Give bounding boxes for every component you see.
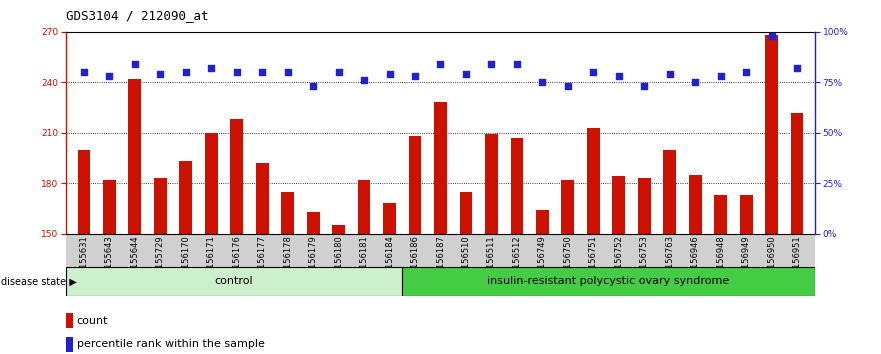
Bar (180, 161, 192, 354)
Text: GSM156177: GSM156177 (258, 235, 267, 286)
Text: GSM155631: GSM155631 (79, 235, 88, 286)
Text: GSM156179: GSM156179 (308, 235, 318, 286)
Bar (383, 203, 396, 354)
Bar (281, 192, 294, 354)
Text: GSM156511: GSM156511 (487, 235, 496, 286)
Text: GSM156181: GSM156181 (359, 235, 368, 286)
Point (153, 72, 167, 77)
Point (536, 79, 550, 85)
Bar (714, 195, 727, 354)
Bar (332, 225, 345, 354)
Text: control: control (215, 276, 253, 286)
Point (611, 73, 626, 79)
Point (714, 73, 728, 79)
Point (765, 33, 779, 39)
Text: GSM156752: GSM156752 (614, 235, 623, 286)
Point (204, 65, 218, 71)
Bar (434, 102, 447, 354)
Point (382, 72, 396, 77)
Bar (66, 313, 73, 328)
Text: GSM156950: GSM156950 (767, 235, 776, 286)
Text: GSM156946: GSM156946 (691, 235, 700, 286)
Bar (358, 180, 370, 354)
Text: GSM156948: GSM156948 (716, 235, 725, 286)
Bar (511, 138, 523, 354)
Point (408, 73, 422, 79)
Text: insulin-resistant polycystic ovary syndrome: insulin-resistant polycystic ovary syndr… (487, 276, 729, 286)
Text: GSM156512: GSM156512 (513, 235, 522, 286)
Bar (689, 175, 701, 354)
Point (790, 65, 804, 71)
Text: GSM156749: GSM156749 (538, 235, 547, 286)
Bar (402, 267, 815, 296)
Bar (485, 135, 498, 354)
Text: GSM156187: GSM156187 (436, 235, 445, 286)
Point (485, 61, 499, 67)
Text: GSM156186: GSM156186 (411, 235, 419, 286)
Point (102, 73, 116, 79)
Bar (230, 119, 243, 354)
Text: GSM155644: GSM155644 (130, 235, 139, 286)
Text: GSM156751: GSM156751 (589, 235, 598, 286)
Bar (536, 210, 549, 354)
Bar (612, 176, 626, 354)
Point (77, 69, 91, 75)
Bar (561, 180, 574, 354)
Text: GSM156180: GSM156180 (334, 235, 343, 286)
Text: GSM156949: GSM156949 (742, 235, 751, 286)
Text: GSM156184: GSM156184 (385, 235, 394, 286)
Bar (638, 178, 651, 354)
Bar (205, 133, 218, 354)
Text: GSM155643: GSM155643 (105, 235, 114, 286)
Bar (66, 267, 402, 296)
Text: percentile rank within the sample: percentile rank within the sample (77, 339, 264, 349)
Text: GSM156178: GSM156178 (283, 235, 292, 286)
Point (255, 69, 270, 75)
Text: GSM156763: GSM156763 (665, 235, 674, 286)
Bar (307, 212, 320, 354)
Bar (791, 113, 803, 354)
Text: GSM156176: GSM156176 (233, 235, 241, 286)
Point (586, 69, 600, 75)
Bar (740, 195, 752, 354)
Text: GSM156510: GSM156510 (462, 235, 470, 286)
Point (306, 84, 320, 89)
Bar (587, 128, 600, 354)
Point (357, 78, 371, 83)
Text: disease state ▶: disease state ▶ (1, 276, 77, 286)
Text: GSM156171: GSM156171 (207, 235, 216, 286)
Point (688, 79, 702, 85)
Bar (409, 136, 421, 354)
Point (433, 61, 448, 67)
Bar (255, 163, 269, 354)
Bar (663, 149, 676, 354)
Point (331, 69, 345, 75)
Text: count: count (77, 316, 108, 326)
Bar (460, 192, 472, 354)
Point (637, 84, 651, 89)
Point (230, 69, 244, 75)
Bar (78, 149, 90, 354)
Point (281, 69, 295, 75)
Text: GSM155729: GSM155729 (156, 235, 165, 286)
Text: GSM156753: GSM156753 (640, 235, 648, 286)
Bar (66, 337, 73, 352)
Bar (129, 79, 141, 354)
Text: GSM156750: GSM156750 (563, 235, 573, 286)
Point (459, 72, 473, 77)
Point (128, 61, 142, 67)
Bar (766, 35, 778, 354)
Point (739, 69, 753, 75)
Bar (154, 178, 167, 354)
Point (663, 72, 677, 77)
Point (510, 61, 524, 67)
Point (561, 84, 575, 89)
Text: GSM156951: GSM156951 (793, 235, 802, 286)
Bar (103, 180, 115, 354)
Point (179, 69, 193, 75)
Text: GSM156170: GSM156170 (181, 235, 190, 286)
Text: GDS3104 / 212090_at: GDS3104 / 212090_at (66, 9, 209, 22)
